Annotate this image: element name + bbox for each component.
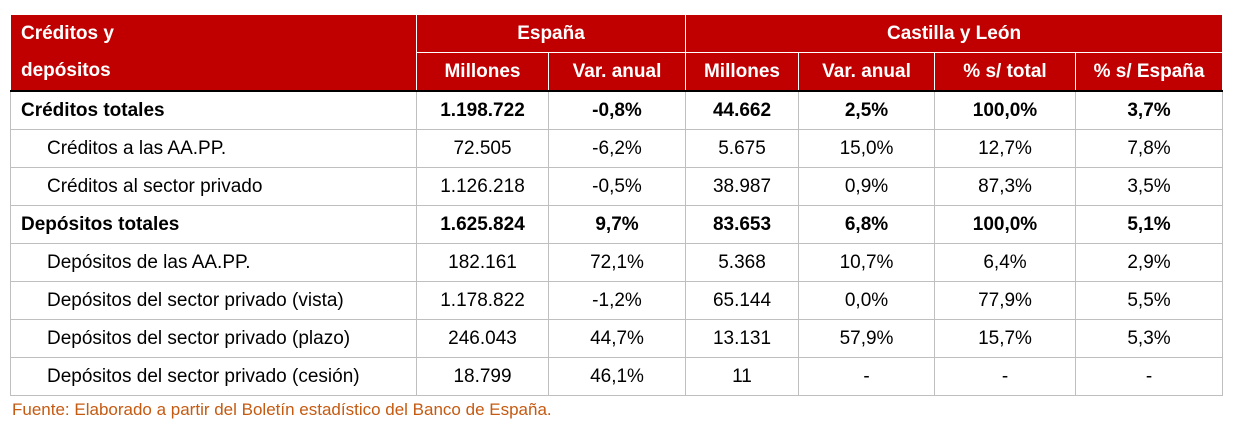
row-label: Depósitos de las AA.PP. <box>10 243 417 282</box>
table-cell: -6,2% <box>548 129 686 168</box>
header-row-columns: depósitos Millones Var. anual Millones V… <box>10 52 1224 92</box>
table-cell: 1.625.824 <box>416 205 549 244</box>
table-row: Depósitos totales 1.625.824 9,7% 83.653 6,8%… <box>10 205 1224 244</box>
row-label: Créditos a las AA.PP. <box>10 129 417 168</box>
table-cell: 2,9% <box>1074 243 1224 282</box>
table-cell: 5,5% <box>1074 281 1224 320</box>
table-row: Créditos a las AA.PP. 72.505 -6,2% 5.675 15,… <box>10 129 1224 168</box>
col-header-spain-var: Var. anual <box>548 52 686 92</box>
table-cell: - <box>1074 357 1224 396</box>
table-cell: 6,8% <box>798 205 935 244</box>
table-cell: 77,9% <box>934 281 1076 320</box>
table-cell: 18.799 <box>416 357 549 396</box>
table-cell: 246.043 <box>416 319 549 358</box>
row-header-line1: Créditos y <box>10 14 417 53</box>
header-row-groups: Créditos y España Castilla y León <box>10 14 1224 53</box>
table-cell: 5.675 <box>685 129 799 168</box>
table-row: Créditos totales 1.198.722 -0,8% 44.662 2,5%… <box>10 90 1224 130</box>
table-cell: 46,1% <box>548 357 686 396</box>
table-cell: 65.144 <box>685 281 799 320</box>
table-cell: 72.505 <box>416 129 549 168</box>
group-header-spain: España <box>416 14 686 53</box>
table-cell: 5,3% <box>1074 319 1224 358</box>
table-cell: -1,2% <box>548 281 686 320</box>
table-row: Depósitos del sector privado (vista) 1.17… <box>10 281 1224 320</box>
table-row: Depósitos del sector privado (cesión) 18.… <box>10 357 1224 396</box>
table-cell: 5.368 <box>685 243 799 282</box>
table-cell: 44,7% <box>548 319 686 358</box>
table-cell: 3,7% <box>1074 90 1224 130</box>
row-label: Depósitos totales <box>10 205 417 244</box>
table-cell: 15,0% <box>798 129 935 168</box>
table-cell: - <box>934 357 1076 396</box>
table-cell: 3,5% <box>1074 167 1224 206</box>
col-header-spain-millones: Millones <box>416 52 549 92</box>
col-header-cyl-pct-total: % s/ total <box>934 52 1076 92</box>
col-header-cyl-pct-spain: % s/ España <box>1074 52 1224 92</box>
table-cell: 1.126.218 <box>416 167 549 206</box>
table-cell: 38.987 <box>685 167 799 206</box>
table-cell: -0,8% <box>548 90 686 130</box>
table-cell: 100,0% <box>934 205 1076 244</box>
table-cell: 182.161 <box>416 243 549 282</box>
table-cell: 0,9% <box>798 167 935 206</box>
table-cell: 83.653 <box>685 205 799 244</box>
table-cell: 13.131 <box>685 319 799 358</box>
table-cell: 15,7% <box>934 319 1076 358</box>
table-cell: 57,9% <box>798 319 935 358</box>
table-cell: 1.178.822 <box>416 281 549 320</box>
table-cell: 72,1% <box>548 243 686 282</box>
table-cell: -0,5% <box>548 167 686 206</box>
source-note: Fuente: Elaborado a partir del Boletín e… <box>12 400 552 419</box>
table-cell: 0,0% <box>798 281 935 320</box>
row-label: Créditos al sector privado <box>10 167 417 206</box>
table-row: Créditos al sector privado 1.126.218 -0,5%… <box>10 167 1224 206</box>
table-row: Depósitos del sector privado (plazo) 246.… <box>10 319 1224 358</box>
table-cell: 1.198.722 <box>416 90 549 130</box>
row-label: Depósitos del sector privado (vista) <box>10 281 417 320</box>
table-cell: 10,7% <box>798 243 935 282</box>
table-cell: 11 <box>685 357 799 396</box>
table-cell: 6,4% <box>934 243 1076 282</box>
table-cell: - <box>798 357 935 396</box>
group-header-castilla-leon: Castilla y León <box>684 14 1224 53</box>
table-cell: 44.662 <box>685 90 799 130</box>
table-row: Depósitos de las AA.PP. 182.161 72,1% 5.368… <box>10 243 1224 282</box>
table-cell: 9,7% <box>548 205 686 244</box>
row-label: Depósitos del sector privado (plazo) <box>10 319 417 358</box>
table-cell: 7,8% <box>1074 129 1224 168</box>
table-cell: 5,1% <box>1074 205 1224 244</box>
table-cell: 100,0% <box>934 90 1076 130</box>
row-label: Depósitos del sector privado (cesión) <box>10 357 417 396</box>
credits-deposits-table: Créditos y España Castilla y León depósi… <box>10 14 1224 396</box>
row-header-line2: depósitos <box>10 52 417 92</box>
col-header-cyl-millones: Millones <box>685 52 799 92</box>
table-cell: 12,7% <box>934 129 1076 168</box>
col-header-cyl-var: Var. anual <box>798 52 935 92</box>
table-cell: 2,5% <box>798 90 935 130</box>
row-label: Créditos totales <box>10 90 417 130</box>
table-cell: 87,3% <box>934 167 1076 206</box>
